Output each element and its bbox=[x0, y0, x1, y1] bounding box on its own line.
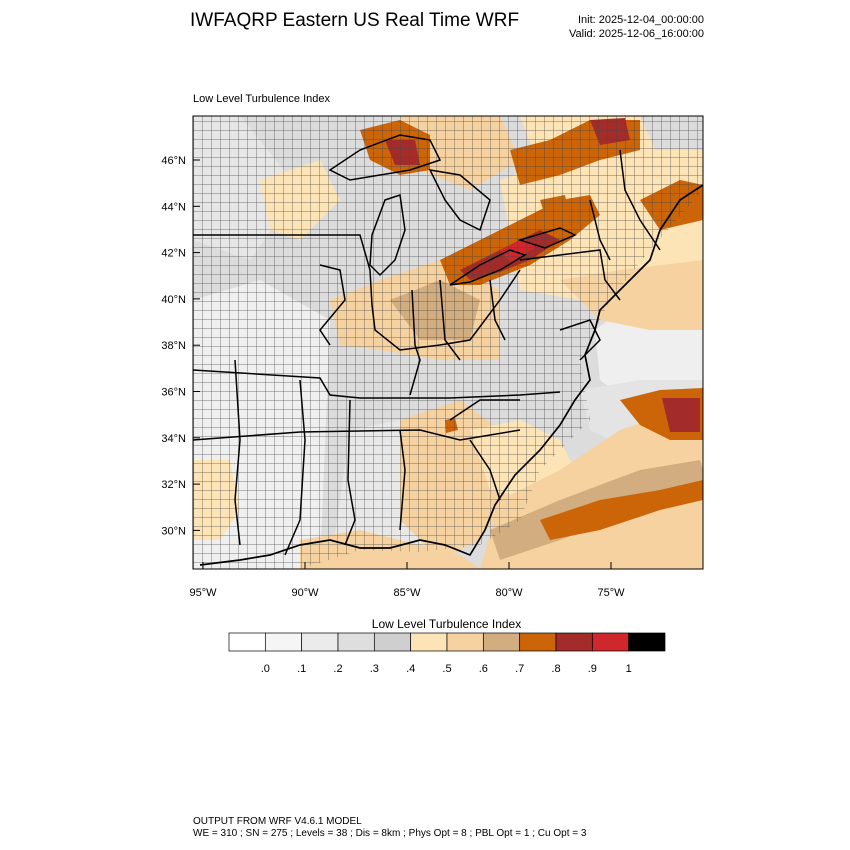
colorbar-box bbox=[446, 632, 484, 652]
lat-label: 46°N bbox=[161, 155, 186, 167]
lat-label: 38°N bbox=[161, 340, 186, 352]
lon-label: 80°W bbox=[495, 587, 523, 599]
colorbar-label: .1 bbox=[297, 663, 307, 675]
colorbar-label: .0 bbox=[260, 663, 270, 675]
colorbar-box bbox=[482, 632, 521, 652]
init-time: Init: 2025-12-04_00:00:00 bbox=[578, 14, 704, 26]
colorbar bbox=[228, 632, 666, 652]
lat-label: 30°N bbox=[161, 525, 186, 537]
colorbar-title: Low Level Turbulence Index bbox=[371, 617, 522, 631]
colorbar-box bbox=[591, 632, 630, 652]
latitude-axis: 46°N 44°N 42°N 40°N 38°N 36°N 34°N 32°N 30°N bbox=[161, 155, 200, 537]
lon-label: 75°W bbox=[597, 587, 625, 599]
colorbar-box bbox=[337, 632, 375, 652]
lat-label: 36°N bbox=[161, 387, 186, 399]
colorbar-label: .9 bbox=[587, 663, 597, 675]
main-title: IWFAQRP Eastern US Real Time WRF bbox=[190, 10, 520, 31]
lon-label: 95°W bbox=[189, 587, 217, 599]
state-boundaries bbox=[193, 134, 703, 566]
colorbar-box bbox=[628, 632, 666, 652]
lat-label: 42°N bbox=[161, 248, 186, 260]
colorbar-label: .7 bbox=[515, 663, 525, 675]
colorbar-box bbox=[264, 632, 303, 652]
colorbar-box bbox=[555, 632, 593, 652]
colorbar-box bbox=[519, 632, 557, 652]
lon-label: 90°W bbox=[291, 587, 319, 599]
colorbar-box bbox=[301, 632, 339, 652]
colorbar-labels: .0 .1 .2 .3 .4 .5 .6 .7 .8 .9 1 bbox=[0, 663, 850, 679]
colorbar-label: .6 bbox=[478, 663, 488, 675]
lat-label: 40°N bbox=[161, 294, 186, 306]
lon-label: 85°W bbox=[393, 587, 421, 599]
longitude-axis: 95°W 90°W 85°W 80°W 75°W bbox=[189, 562, 625, 599]
colorbar-label: .3 bbox=[369, 663, 379, 675]
colorbar-label: .2 bbox=[333, 663, 343, 675]
lat-label: 34°N bbox=[161, 433, 186, 445]
map-frame bbox=[192, 115, 704, 570]
model-info-line1: OUTPUT FROM WRF V4.6.1 MODEL bbox=[193, 816, 362, 827]
panel-title: Low Level Turbulence Index bbox=[193, 93, 330, 105]
model-info-line2: WE = 310 ; SN = 275 ; Levels = 38 ; Dis … bbox=[193, 828, 587, 839]
colorbar-label: .5 bbox=[442, 663, 452, 675]
colorbar-box bbox=[228, 632, 266, 652]
colorbar-label: 1 bbox=[625, 663, 632, 675]
colorbar-box bbox=[373, 632, 412, 652]
lat-label: 44°N bbox=[161, 201, 186, 213]
colorbar-box bbox=[410, 632, 448, 652]
valid-time: Valid: 2025-12-06_16:00:00 bbox=[569, 28, 704, 40]
lat-label: 32°N bbox=[161, 479, 186, 491]
map-field bbox=[193, 116, 703, 569]
colorbar-label: .4 bbox=[406, 663, 416, 675]
colorbar-label: .8 bbox=[551, 663, 561, 675]
